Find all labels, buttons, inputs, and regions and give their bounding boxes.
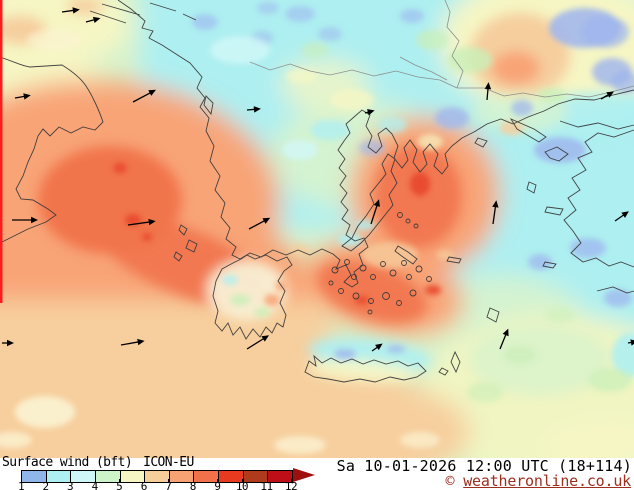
coast-dalmatia — [89, 2, 197, 24]
coast-euboea — [341, 153, 398, 252]
coast-zakynthos — [173, 251, 183, 262]
country-borders — [249, 0, 634, 98]
parameter-label: Surface wind (bft) — [2, 455, 133, 470]
wind-speed-legend-bar — [21, 470, 293, 483]
legend-segment — [169, 471, 195, 482]
wind-arrow — [627, 339, 634, 346]
legend-segment — [243, 471, 269, 482]
legend-tick-label: 8 — [189, 480, 197, 490]
legend-tickmark — [192, 479, 194, 482]
wind-arrow — [12, 216, 38, 224]
coast-kos — [542, 261, 557, 269]
legend-tick-label: 1 — [17, 480, 25, 490]
legend-segment — [22, 471, 47, 482]
map-domain-edge — [0, 0, 3, 303]
wind-arrow — [246, 335, 270, 350]
map-footer: Surface wind (bft) ICON-EU 1 2 3 4 5 6 7 8 9 10 11 1… — [0, 455, 634, 490]
wind-arrow — [614, 211, 629, 222]
legend-tickmark — [94, 479, 96, 482]
legend-tickmark — [168, 479, 170, 482]
coast-corfu — [203, 95, 214, 116]
wind-arrow — [499, 328, 509, 350]
legend-tick-label: 6 — [140, 480, 148, 490]
legend-tick-label: 3 — [67, 480, 74, 490]
wind-arrow — [85, 16, 101, 24]
coast-marmara-south — [559, 120, 634, 130]
legend-tickmark — [21, 479, 22, 482]
coast-gallipoli — [509, 118, 547, 143]
coast-chios — [526, 181, 537, 194]
legend-tick-label: 12 — [284, 480, 298, 490]
legend-tick-labels: 1 2 3 4 5 6 7 8 9 10 11 12 — [17, 479, 321, 490]
legend-tickmark — [266, 479, 268, 482]
legend-tickmark — [45, 479, 47, 482]
legend-tick-label: 11 — [260, 480, 273, 490]
wind-arrow — [127, 218, 156, 226]
coast-kasos — [438, 367, 449, 376]
legend-tickmark — [119, 479, 121, 482]
legend-tick-label: 5 — [116, 480, 123, 490]
coast-lesbos — [544, 146, 569, 162]
legend-tickmark — [217, 479, 219, 482]
map-title: Surface wind (bft) ICON-EU — [2, 455, 216, 471]
wind-arrow — [248, 217, 271, 230]
wind-speed-map — [0, 0, 634, 458]
wind-field-speckles — [0, 2, 634, 454]
legend-tickmark — [241, 479, 243, 482]
legend-tick-label: 9 — [214, 480, 221, 490]
coast-kefalonia — [185, 239, 198, 253]
legend-tick-label: 10 — [235, 480, 249, 490]
copyright-symbol: © — [445, 472, 464, 490]
legend-segment — [219, 471, 244, 482]
wind-arrow — [120, 338, 145, 346]
legend-tickmark — [70, 479, 72, 482]
coast-andros-tinos — [394, 245, 418, 265]
weatheronline-link[interactable]: weatheronline.co.uk — [463, 472, 631, 490]
legend-tickmark — [291, 479, 293, 482]
coast-limnos — [474, 137, 488, 148]
wind-arrow — [2, 339, 14, 347]
wind-arrow — [246, 106, 261, 113]
model-label: ICON-EU — [143, 455, 216, 471]
wind-arrow — [492, 200, 499, 225]
coast-crete — [304, 354, 427, 383]
legend-tick-label: 4 — [91, 480, 99, 490]
wind-arrow — [364, 109, 375, 116]
legend-segment — [268, 471, 293, 482]
coast-lefkada — [178, 224, 188, 236]
coast-karpathos — [450, 350, 461, 374]
coast-turkey-west — [563, 129, 634, 268]
wind-arrow — [371, 343, 383, 352]
wind-arrow — [61, 7, 80, 14]
wind-arrow — [370, 199, 380, 225]
legend-segment — [71, 471, 96, 482]
coast-italy — [0, 56, 104, 244]
wind-arrow — [484, 82, 492, 101]
coast-samos — [544, 206, 564, 216]
coast-greece-mainland — [117, 0, 514, 288]
coast-ikaria — [446, 256, 462, 264]
coast-peloponnese — [212, 254, 293, 340]
coast-turkey-south — [596, 286, 634, 294]
copyright-line: © weatheronline.co.uk — [445, 472, 632, 490]
forecast-datetime: Sa 10-01-2026 12:00 UTC (18+114) — [336, 457, 632, 475]
legend-overflow-arrow-icon — [293, 468, 315, 482]
coastlines-layer — [0, 0, 634, 383]
coast-cyclades — [328, 212, 432, 315]
legend-segment — [46, 471, 72, 482]
legend-segment — [194, 471, 220, 482]
wind-arrow — [132, 89, 156, 103]
legend-tick-label: 7 — [165, 480, 172, 490]
legend-segment — [145, 471, 170, 482]
coast-rhodes — [486, 307, 500, 323]
legend-segment — [95, 471, 121, 482]
wind-arrows-layer — [2, 7, 634, 352]
legend-tickmark — [143, 479, 145, 482]
legend-segment — [120, 471, 146, 482]
wind-arrow — [600, 91, 614, 100]
legend-tick-label: 2 — [42, 480, 49, 490]
wind-arrow — [14, 93, 31, 100]
